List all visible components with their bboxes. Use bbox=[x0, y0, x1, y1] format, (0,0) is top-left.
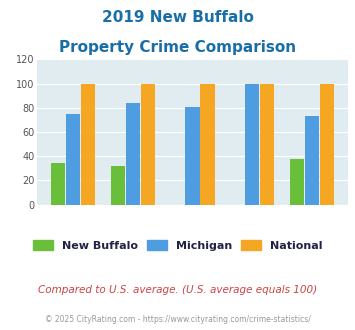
Text: © 2025 CityRating.com - https://www.cityrating.com/crime-statistics/: © 2025 CityRating.com - https://www.city… bbox=[45, 315, 310, 324]
Bar bbox=[185, 107, 200, 205]
Legend: New Buffalo, Michigan, National: New Buffalo, Michigan, National bbox=[28, 236, 327, 255]
Bar bbox=[66, 114, 80, 205]
Bar bbox=[111, 166, 125, 205]
Bar bbox=[51, 163, 65, 205]
Bar bbox=[126, 103, 140, 205]
Text: Compared to U.S. average. (U.S. average equals 100): Compared to U.S. average. (U.S. average … bbox=[38, 285, 317, 295]
Bar bbox=[245, 83, 260, 205]
Bar bbox=[320, 83, 334, 205]
Bar bbox=[305, 116, 319, 205]
Bar bbox=[141, 83, 155, 205]
Bar bbox=[200, 83, 215, 205]
Bar bbox=[260, 83, 274, 205]
Bar bbox=[290, 159, 304, 205]
Text: Property Crime Comparison: Property Crime Comparison bbox=[59, 40, 296, 54]
Text: 2019 New Buffalo: 2019 New Buffalo bbox=[102, 10, 253, 25]
Bar bbox=[81, 83, 95, 205]
